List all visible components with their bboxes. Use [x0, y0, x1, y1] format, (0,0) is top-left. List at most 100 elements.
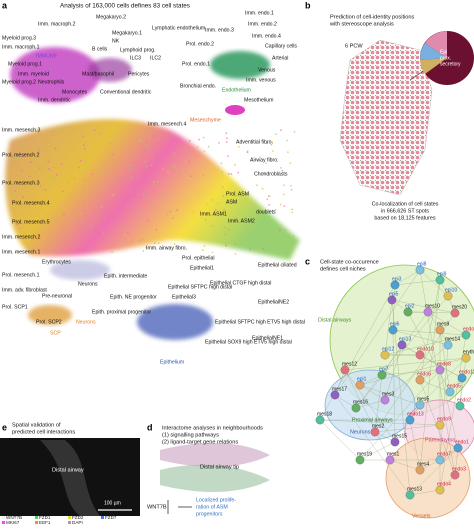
- cell-dot: [258, 156, 261, 159]
- cell-state-label: Epith. intermediate: [104, 273, 147, 279]
- cell-state-label: Pericytes: [128, 71, 150, 77]
- cell-dot: [36, 239, 38, 241]
- cell-state-label: Myeloid prog.3: [2, 35, 36, 41]
- cell-dot: [234, 243, 237, 246]
- node: [435, 420, 445, 430]
- panel-title: with stereoscope analysis: [329, 21, 394, 27]
- node-label: epi12: [382, 346, 394, 352]
- cell-dot: [51, 231, 54, 234]
- cell-dot: [270, 143, 273, 146]
- cell-dot: [171, 190, 173, 192]
- node-label: endo10: [417, 346, 434, 352]
- cell-dot: [166, 213, 169, 216]
- cell-dot: [237, 171, 240, 174]
- cell-dot: [211, 251, 214, 254]
- region-label: Vessels: [412, 513, 431, 519]
- cell-state-label: EpithelialNE1: [252, 335, 283, 341]
- cell-dot: [57, 217, 60, 220]
- legend-swatch: [68, 521, 71, 524]
- cell-dot: [153, 242, 156, 245]
- caption: Co-localization of cell states: [372, 201, 439, 207]
- cell-dot: [232, 215, 235, 218]
- edge: [374, 424, 441, 433]
- cell-dot: [172, 217, 174, 220]
- cell-dot: [38, 167, 41, 170]
- umap: [5, 47, 301, 340]
- cell-state-label: Pre-neuronal: [42, 293, 72, 299]
- cell-dot: [138, 239, 141, 242]
- cell-dot: [37, 137, 40, 140]
- cell-state-label: Prol. mesench.1: [2, 272, 40, 278]
- cell-dot: [225, 244, 228, 247]
- cell-dot: [52, 149, 55, 152]
- node-label: endo12: [459, 369, 474, 375]
- pie-slice: [420, 58, 447, 74]
- cell-dot: [42, 238, 45, 241]
- node: [443, 340, 453, 350]
- cell-dot: [36, 244, 39, 247]
- cell-dot: [39, 194, 42, 196]
- cell-dot: [230, 173, 233, 175]
- node-label: epi7: [379, 366, 389, 372]
- cell-state-label: Mesothelium: [244, 97, 273, 103]
- node-label: mes12: [342, 361, 357, 367]
- cell-dot: [290, 188, 293, 191]
- legend-label: MKI67: [6, 520, 20, 525]
- cell-state-label: ASM: [226, 199, 237, 205]
- cell-state-label: Imm. dendritic: [38, 97, 71, 103]
- cell-dot: [140, 184, 143, 186]
- cell-dot: [218, 142, 220, 144]
- panel-title: Cell-state co-occurence: [320, 259, 379, 265]
- cell-dot: [256, 184, 258, 187]
- node-label: mes4: [417, 461, 429, 467]
- mesothelium-cluster: [225, 105, 245, 115]
- cell-state-label: Imm. endo.3: [205, 27, 234, 33]
- cell-dot: [173, 156, 176, 158]
- edge: [359, 384, 421, 406]
- cell-state-label: Imm. ASM2: [228, 218, 255, 224]
- node-label: mes19: [357, 451, 372, 457]
- cell-state-label: Mesenchyme: [190, 117, 221, 123]
- edge: [344, 357, 467, 371]
- cell-dot: [151, 199, 154, 202]
- cell-dot: [137, 176, 140, 179]
- edge: [392, 284, 396, 331]
- cell-dot: [226, 137, 228, 140]
- edge: [439, 334, 467, 491]
- node-label: endo4: [437, 481, 451, 487]
- pie-label: secretory: [440, 61, 461, 67]
- cell-dot: [217, 169, 219, 171]
- cell-dot: [202, 136, 205, 139]
- cell-state-label: Airway fibro.: [250, 157, 279, 163]
- cell-dot: [110, 158, 113, 160]
- cell-state-label: Neurons: [76, 319, 96, 325]
- legend-swatch: [2, 521, 5, 524]
- cell-dot: [74, 178, 77, 181]
- cell-dot: [145, 247, 148, 249]
- cell-dot: [47, 184, 50, 187]
- cell-dot: [261, 187, 264, 190]
- cell-dot: [99, 132, 101, 135]
- cell-state-label: Prol. mesench.5: [12, 219, 50, 225]
- cell-dot: [266, 142, 268, 145]
- tip-shape: [160, 464, 270, 492]
- cell-dot: [39, 173, 41, 176]
- cell-state-label: ILC2: [150, 55, 161, 61]
- cell-dot: [114, 138, 117, 141]
- node: [415, 265, 425, 275]
- cell-dot: [37, 149, 40, 152]
- edge: [394, 269, 421, 286]
- cell-dot: [271, 141, 274, 144]
- edge: [392, 329, 396, 443]
- cell-dot: [93, 129, 96, 131]
- node: [415, 465, 425, 475]
- cell-dot: [40, 208, 43, 211]
- cell-state-label: SCP: [50, 330, 61, 336]
- node-label: erythrc: [463, 349, 474, 355]
- tissue-section: [339, 31, 474, 196]
- edge: [359, 441, 396, 461]
- edge: [409, 489, 441, 496]
- erythrocyte-cluster: [50, 260, 110, 280]
- cell-dot: [227, 228, 230, 231]
- edge: [344, 369, 396, 443]
